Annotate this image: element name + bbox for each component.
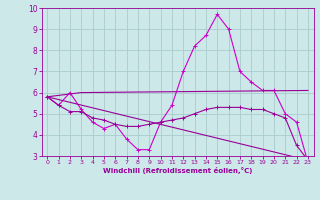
X-axis label: Windchill (Refroidissement éolien,°C): Windchill (Refroidissement éolien,°C) bbox=[103, 167, 252, 174]
